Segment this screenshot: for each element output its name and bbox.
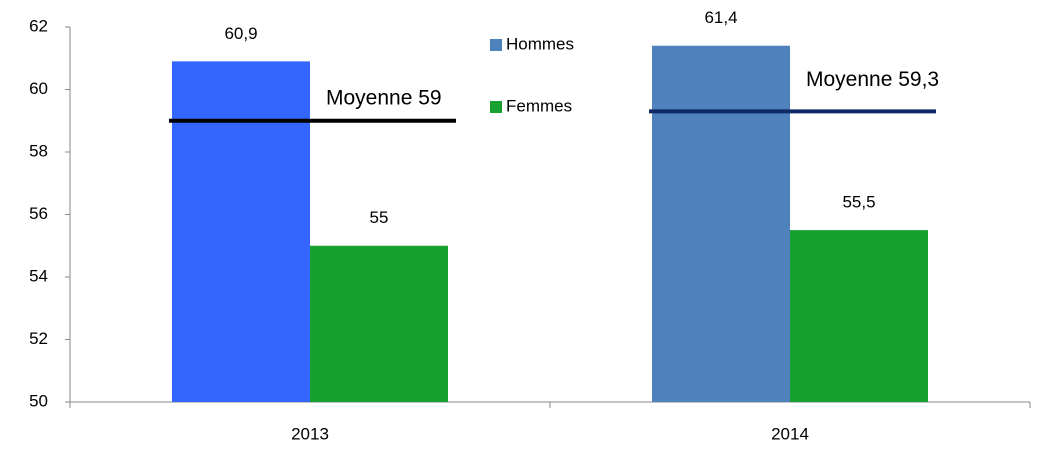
y-tick-label: 58 (29, 141, 48, 160)
average-label: Moyenne 59 (326, 86, 442, 109)
legend-label: Femmes (506, 96, 572, 115)
value-label: 55,5 (842, 193, 875, 212)
value-label: 61,4 (704, 8, 737, 27)
y-tick-label: 56 (29, 204, 48, 223)
y-tick-label: 60 (29, 79, 48, 98)
legend-swatch (490, 39, 502, 51)
x-tick-label: 2014 (771, 424, 809, 443)
legend-swatch (490, 101, 502, 113)
bar (310, 245, 448, 402)
y-tick-label: 52 (29, 329, 48, 348)
bar (652, 45, 790, 402)
bar (790, 230, 928, 402)
x-tick-label: 2013 (291, 424, 329, 443)
legend-label: Hommes (506, 34, 574, 53)
value-label: 55 (370, 208, 389, 227)
value-label: 60,9 (224, 24, 257, 43)
bar (172, 61, 310, 402)
average-label: Moyenne 59,3 (806, 68, 939, 91)
y-tick-label: 54 (29, 266, 48, 285)
y-tick-label: 50 (29, 391, 48, 410)
y-tick-label: 62 (29, 16, 48, 35)
